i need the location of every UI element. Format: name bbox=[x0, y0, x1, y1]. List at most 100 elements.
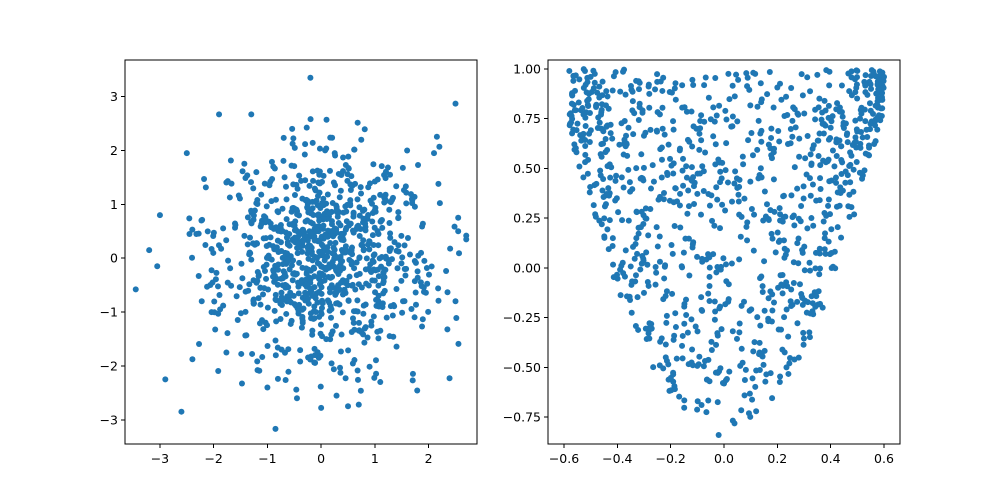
left-scatter-point bbox=[272, 296, 279, 303]
right-scatter-point bbox=[862, 89, 869, 96]
left-scatter-point bbox=[309, 205, 316, 212]
left-scatter-point bbox=[186, 230, 193, 237]
right-scatter-point bbox=[683, 311, 690, 318]
left-scatter-point bbox=[267, 234, 274, 241]
left-scatter-point bbox=[350, 229, 357, 236]
right-scatter-point bbox=[694, 406, 701, 413]
left-scatter-point bbox=[313, 226, 320, 233]
left-scatter-point bbox=[260, 235, 267, 242]
right-scatter-point bbox=[580, 66, 587, 73]
right-scatter-point bbox=[700, 168, 707, 175]
right-scatter-point bbox=[582, 81, 589, 88]
left-scatter-point bbox=[282, 183, 289, 190]
left-scatter-point bbox=[195, 273, 202, 280]
left-scatter-point bbox=[228, 180, 235, 187]
right-scatter-point bbox=[810, 222, 817, 229]
left-scatter-point bbox=[313, 197, 320, 204]
left-scatter-point bbox=[375, 292, 382, 299]
right-scatter-point bbox=[748, 130, 755, 137]
right-scatter-point bbox=[769, 291, 776, 298]
right-scatter-point bbox=[631, 255, 638, 262]
right-scatter-point bbox=[794, 298, 801, 305]
right-scatter-point bbox=[762, 378, 769, 385]
right-scatter-point bbox=[816, 197, 823, 204]
left-scatter-point bbox=[382, 175, 389, 182]
right-scatter-point bbox=[768, 318, 775, 325]
left-scatter-point bbox=[370, 252, 377, 259]
left-scatter-point bbox=[324, 191, 331, 198]
left-scatter-point bbox=[210, 233, 217, 240]
left-scatter-point bbox=[345, 165, 352, 172]
left-scatter-point bbox=[340, 265, 347, 272]
left-scatter-point bbox=[320, 222, 327, 229]
right-scatter-point bbox=[647, 126, 654, 133]
right-x-tick-label: −0.4 bbox=[602, 451, 632, 466]
left-scatter-point bbox=[399, 309, 406, 316]
left-scatter-point bbox=[204, 228, 211, 235]
right-scatter-point bbox=[652, 86, 659, 93]
left-scatter-point bbox=[307, 74, 314, 81]
left-scatter-point bbox=[299, 264, 306, 271]
left-scatter-point bbox=[293, 270, 300, 277]
right-scatter-point bbox=[644, 261, 651, 268]
left-scatter-point bbox=[316, 189, 323, 196]
left-scatter-point bbox=[382, 253, 389, 260]
left-scatter-point bbox=[393, 286, 400, 293]
right-scatter-point bbox=[579, 104, 586, 111]
left-scatter-point bbox=[322, 233, 329, 240]
right-scatter-point bbox=[873, 116, 880, 123]
left-scatter-point bbox=[425, 308, 432, 315]
left-scatter-point bbox=[311, 185, 318, 192]
right-scatter-point bbox=[662, 354, 669, 361]
left-scatter-point bbox=[408, 305, 415, 312]
right-scatter-point bbox=[758, 174, 765, 181]
right-scatter-point bbox=[716, 305, 723, 312]
left-scatter-point bbox=[189, 356, 196, 363]
right-scatter-point bbox=[795, 111, 802, 118]
right-scatter-point bbox=[800, 183, 807, 190]
right-scatter-point bbox=[852, 138, 859, 145]
right-scatter-point bbox=[812, 303, 819, 310]
right-scatter-point bbox=[729, 328, 736, 335]
right-scatter-point bbox=[825, 238, 832, 245]
right-scatter-point bbox=[824, 158, 831, 165]
left-scatter-point bbox=[316, 180, 323, 187]
right-scatter-point bbox=[662, 341, 669, 348]
left-scatter-point bbox=[255, 295, 262, 302]
left-scatter-point bbox=[414, 268, 421, 275]
left-scatter-point bbox=[227, 265, 234, 272]
right-scatter-point bbox=[629, 98, 636, 105]
left-scatter-point bbox=[280, 157, 287, 164]
left-scatter-point bbox=[395, 242, 402, 249]
left-scatter-point bbox=[326, 210, 333, 217]
left-scatter-point bbox=[369, 232, 376, 239]
left-scatter-point bbox=[211, 309, 218, 316]
right-scatter-point bbox=[814, 71, 821, 78]
right-scatter-point bbox=[759, 353, 766, 360]
right-scatter-point bbox=[679, 342, 686, 349]
right-scatter-point bbox=[794, 185, 801, 192]
right-scatter-point bbox=[728, 260, 735, 267]
right-scatter-point bbox=[599, 78, 606, 85]
left-scatter-point bbox=[372, 357, 379, 364]
right-scatter-point bbox=[792, 124, 799, 131]
right-scatter-point bbox=[602, 136, 609, 143]
right-scatter-point bbox=[620, 270, 627, 277]
left-scatter-point bbox=[289, 277, 296, 284]
right-scatter-point bbox=[836, 137, 843, 144]
right-scatter-point bbox=[866, 100, 873, 107]
right-scatter-point bbox=[672, 96, 679, 103]
left-scatter-point bbox=[251, 207, 258, 214]
left-scatter-point bbox=[272, 352, 279, 359]
right-scatter-point bbox=[751, 339, 758, 346]
left-scatter-point bbox=[411, 314, 418, 321]
right-scatter-points bbox=[566, 66, 887, 439]
right-scatter-point bbox=[739, 359, 746, 366]
left-scatter-point bbox=[189, 226, 196, 233]
left-scatter-point bbox=[216, 111, 223, 118]
right-scatter-point bbox=[744, 74, 751, 81]
right-scatter-point bbox=[821, 246, 828, 253]
right-scatter-point bbox=[576, 163, 583, 170]
right-scatter-point bbox=[800, 329, 807, 336]
right-scatter-point bbox=[778, 281, 785, 288]
